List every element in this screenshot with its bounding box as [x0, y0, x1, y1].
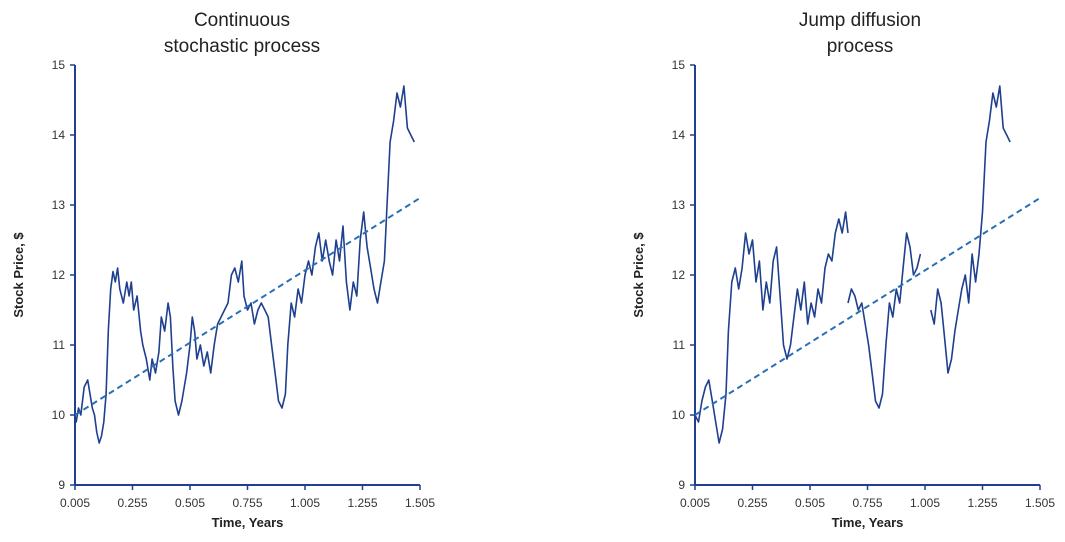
price-path-segment: [930, 85, 1011, 374]
y-tick-label: 12: [672, 268, 686, 282]
y-tick-label: 11: [673, 338, 686, 352]
y-tick-label: 9: [58, 478, 65, 492]
y-tick-label: 15: [672, 58, 686, 72]
y-tick-label: 9: [678, 478, 685, 492]
x-tick-label: 0.005: [680, 496, 710, 510]
y-tick-label: 13: [672, 198, 686, 212]
x-axis-label: Time, Years: [212, 515, 284, 530]
chart-title-line: stochastic process: [164, 36, 320, 57]
x-axis-label: Time, Years: [832, 515, 904, 530]
y-tick-label: 12: [52, 268, 66, 282]
x-tick-label: 0.505: [795, 496, 825, 510]
x-tick-label: 0.755: [852, 496, 882, 510]
x-tick-label: 1.505: [1025, 496, 1055, 510]
x-tick-label: 0.255: [737, 496, 767, 510]
y-tick-label: 14: [672, 128, 686, 142]
chart-title-line: process: [827, 36, 894, 57]
x-tick-label: 1.005: [910, 496, 940, 510]
chart-continuous: Continuous stochastic process 9 10 11 12 13 14 1…: [11, 10, 435, 530]
x-tick-label: 1.005: [290, 496, 320, 510]
price-path-segment: [694, 211, 849, 444]
y-tick-label: 10: [672, 408, 686, 422]
y-tick-label: 13: [52, 198, 66, 212]
chart-title-line: Continuous: [194, 10, 290, 31]
x-tick-label: 0.255: [117, 496, 147, 510]
price-path-segment: [74, 85, 416, 444]
x-tick-label: 0.505: [175, 496, 205, 510]
y-tick-label: 11: [53, 338, 66, 352]
y-tick-label: 15: [52, 58, 66, 72]
y-tick-label: 14: [52, 128, 66, 142]
y-axis-label: Stock Price, $: [631, 232, 646, 318]
x-tick-label: 0.755: [232, 496, 262, 510]
x-tick-label: 0.005: [60, 496, 90, 510]
x-tick-label: 1.255: [967, 496, 997, 510]
chart-title-line: Jump diffusion: [799, 10, 921, 31]
x-tick-label: 1.505: [405, 496, 435, 510]
chart-jump-diffusion: Jump diffusion process 9 10 11 12 13 14 15 0.005 0…: [631, 10, 1055, 530]
y-axis-label: Stock Price, $: [11, 232, 26, 318]
price-path-segment: [847, 232, 922, 409]
trend-line: [694, 197, 1041, 416]
y-tick-label: 10: [52, 408, 66, 422]
trend-line: [74, 197, 421, 416]
x-tick-label: 1.255: [347, 496, 377, 510]
